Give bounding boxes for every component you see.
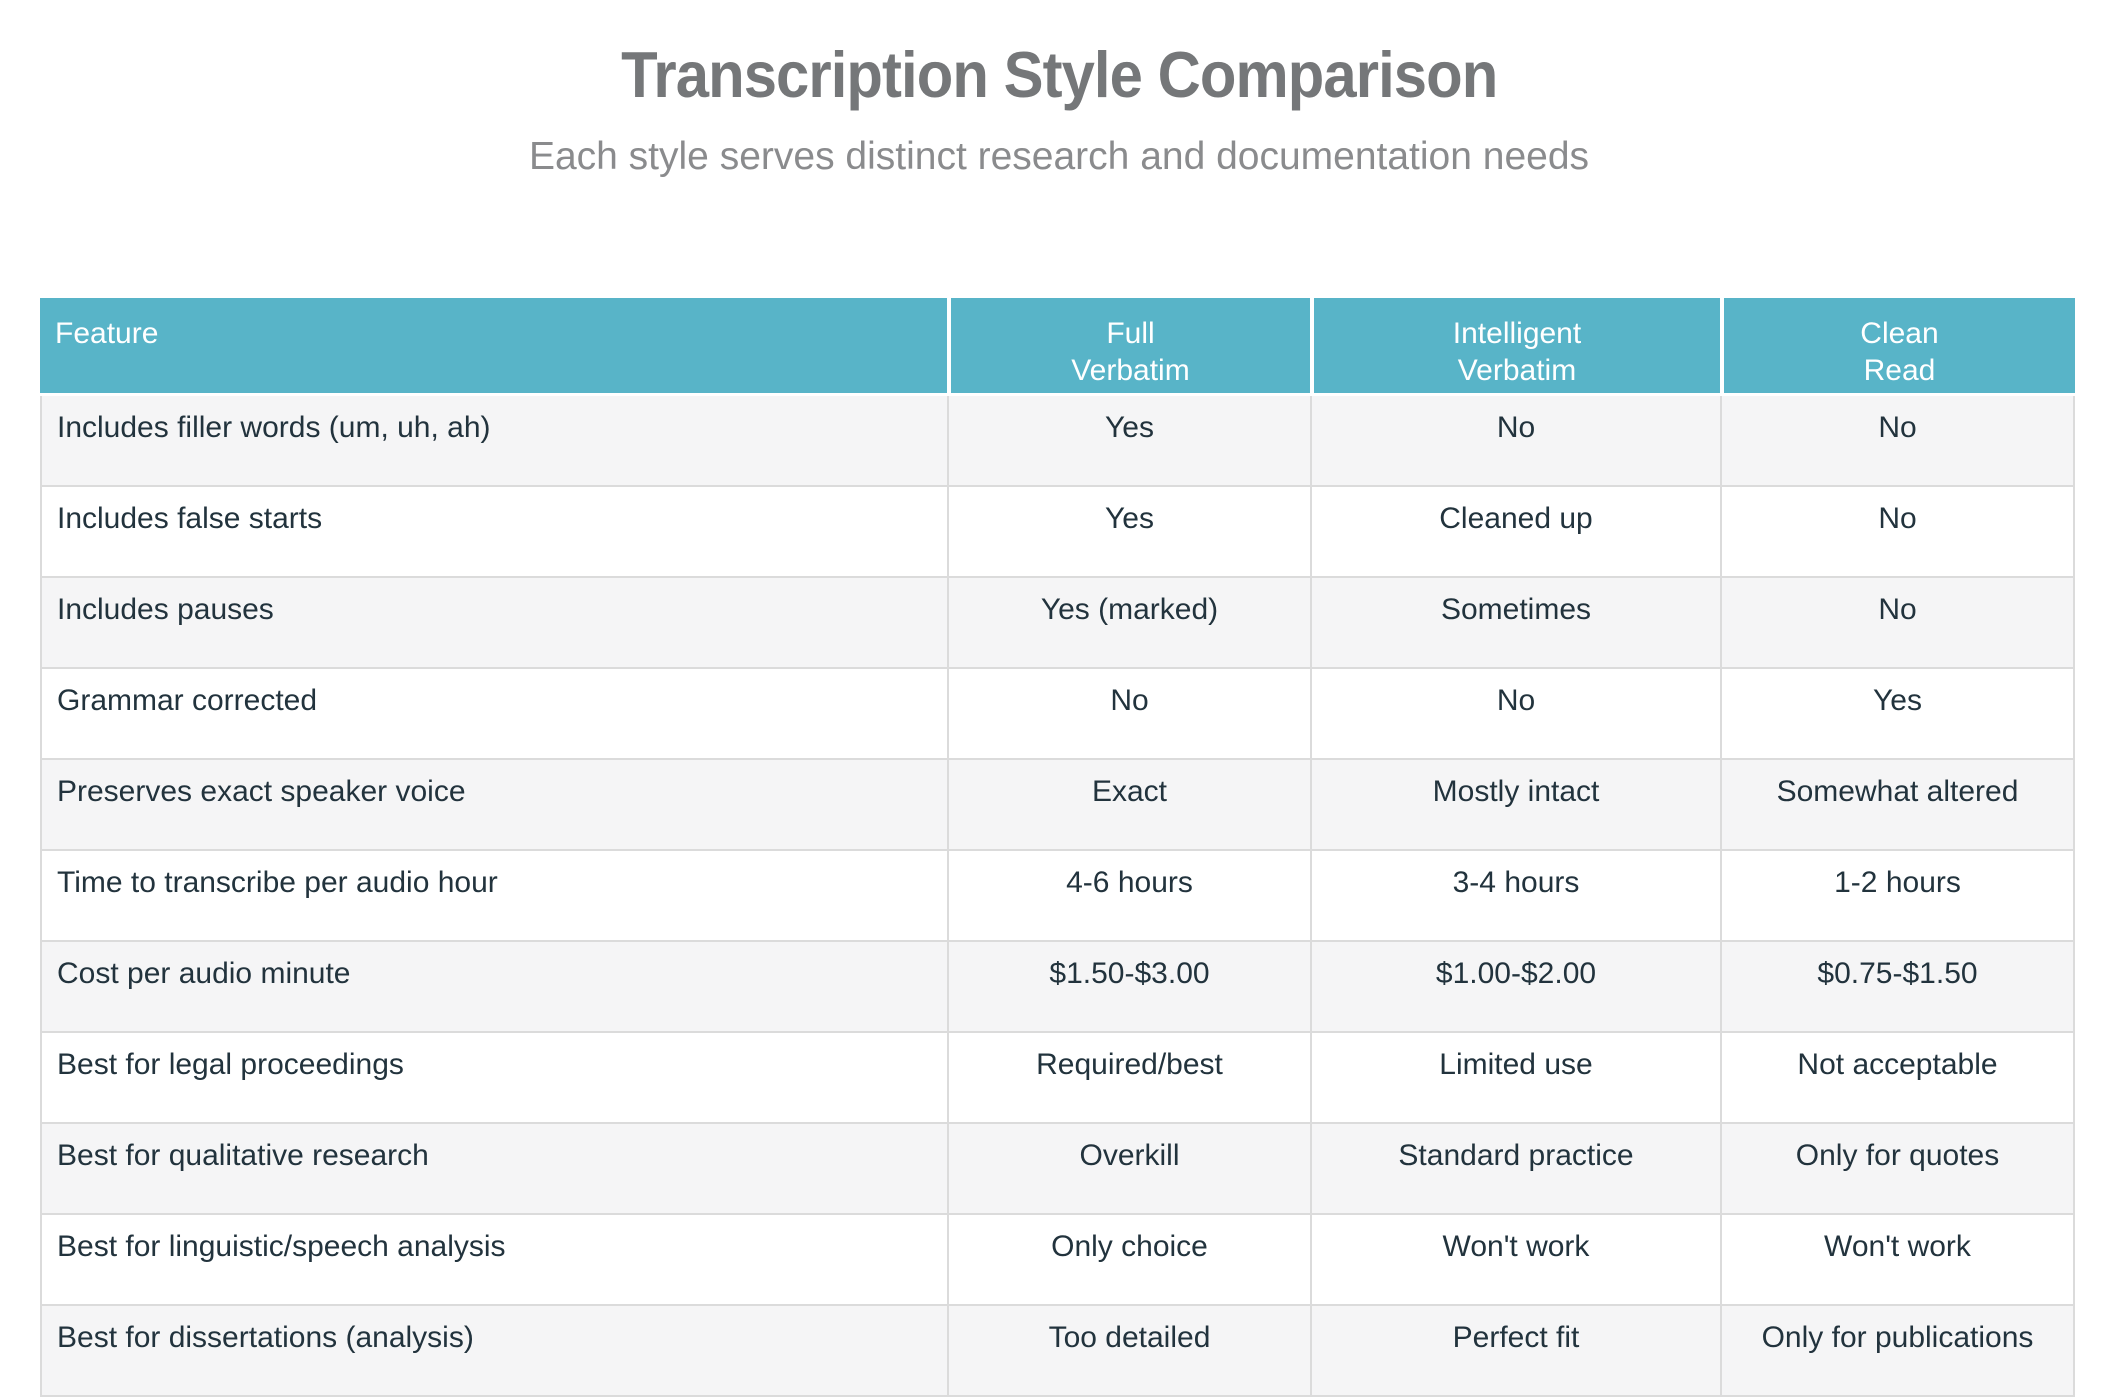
value-cell-clean-read: $0.75-$1.50 [1720,941,2075,1033]
value-cell-intelligent-verbatim: Cleaned up [1310,486,1720,578]
table-row: Cost per audio minute $1.50-$3.00 $1.00-… [40,941,2075,1033]
value-cell-intelligent-verbatim: Standard practice [1310,1123,1720,1215]
value-cell-clean-read: Not acceptable [1720,1032,2075,1124]
feature-cell: Includes false starts [40,486,947,578]
feature-cell: Best for dissertations (analysis) [40,1305,947,1397]
page-title: Transcription Style Comparison [0,38,2118,113]
value-cell-intelligent-verbatim: $1.00-$2.00 [1310,941,1720,1033]
comparison-table: Feature Full Verbatim Intelligent Verbat… [40,297,2075,1397]
column-header-clean-read: Clean Read [1720,297,2075,396]
value-cell-full-verbatim: Yes (marked) [947,577,1310,669]
value-cell-clean-read: No [1720,486,2075,578]
value-cell-clean-read: Somewhat altered [1720,759,2075,851]
value-cell-full-verbatim: Overkill [947,1123,1310,1215]
value-cell-full-verbatim: Only choice [947,1214,1310,1306]
table-row: Includes false starts Yes Cleaned up No [40,486,2075,578]
value-cell-clean-read: Only for quotes [1720,1123,2075,1215]
feature-cell: Includes pauses [40,577,947,669]
value-cell-clean-read: Yes [1720,668,2075,760]
value-cell-clean-read: No [1720,577,2075,669]
table-row: Best for dissertations (analysis) Too de… [40,1305,2075,1397]
table-row: Best for qualitative research Overkill S… [40,1123,2075,1215]
table-row: Best for legal proceedings Required/best… [40,1032,2075,1124]
column-header-feature: Feature [40,297,947,396]
value-cell-clean-read: Won't work [1720,1214,2075,1306]
value-cell-clean-read: 1-2 hours [1720,850,2075,942]
column-header-full-verbatim: Full Verbatim [947,297,1310,396]
value-cell-intelligent-verbatim: No [1310,668,1720,760]
table-header-row: Feature Full Verbatim Intelligent Verbat… [40,297,2075,396]
table-row: Time to transcribe per audio hour 4-6 ho… [40,850,2075,942]
feature-cell: Preserves exact speaker voice [40,759,947,851]
feature-cell: Includes filler words (um, uh, ah) [40,395,947,487]
feature-cell: Cost per audio minute [40,941,947,1033]
value-cell-full-verbatim: Required/best [947,1032,1310,1124]
value-cell-intelligent-verbatim: Limited use [1310,1032,1720,1124]
value-cell-intelligent-verbatim: No [1310,395,1720,487]
value-cell-clean-read: Only for publications [1720,1305,2075,1397]
value-cell-intelligent-verbatim: 3-4 hours [1310,850,1720,942]
value-cell-intelligent-verbatim: Sometimes [1310,577,1720,669]
value-cell-clean-read: No [1720,395,2075,487]
table-row: Best for linguistic/speech analysis Only… [40,1214,2075,1306]
value-cell-intelligent-verbatim: Perfect fit [1310,1305,1720,1397]
value-cell-full-verbatim: Exact [947,759,1310,851]
table-row: Preserves exact speaker voice Exact Most… [40,759,2075,851]
feature-cell: Best for qualitative research [40,1123,947,1215]
feature-cell: Best for legal proceedings [40,1032,947,1124]
value-cell-full-verbatim: Yes [947,486,1310,578]
table-row: Grammar corrected No No Yes [40,668,2075,760]
table-row: Includes pauses Yes (marked) Sometimes N… [40,577,2075,669]
value-cell-full-verbatim: No [947,668,1310,760]
table-row: Includes filler words (um, uh, ah) Yes N… [40,395,2075,487]
table-container: Feature Full Verbatim Intelligent Verbat… [40,297,2075,1397]
page-subtitle: Each style serves distinct research and … [528,134,1590,178]
value-cell-full-verbatim: 4-6 hours [947,850,1310,942]
value-cell-intelligent-verbatim: Mostly intact [1310,759,1720,851]
value-cell-intelligent-verbatim: Won't work [1310,1214,1720,1306]
table-body: Includes filler words (um, uh, ah) Yes N… [40,395,2075,1397]
value-cell-full-verbatim: $1.50-$3.00 [947,941,1310,1033]
feature-cell: Grammar corrected [40,668,947,760]
value-cell-full-verbatim: Yes [947,395,1310,487]
feature-cell: Best for linguistic/speech analysis [40,1214,947,1306]
page-title-text: Transcription Style Comparison [620,38,1498,111]
value-cell-full-verbatim: Too detailed [947,1305,1310,1397]
column-header-intelligent-verbatim: Intelligent Verbatim [1310,297,1720,396]
feature-cell: Time to transcribe per audio hour [40,850,947,942]
